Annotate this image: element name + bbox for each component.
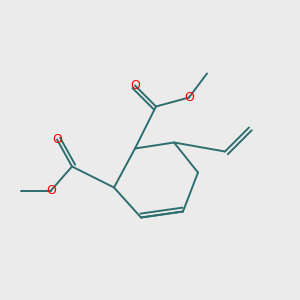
Text: O: O bbox=[184, 91, 194, 104]
Text: O: O bbox=[52, 133, 62, 146]
Text: O: O bbox=[130, 79, 140, 92]
Text: O: O bbox=[46, 184, 56, 197]
